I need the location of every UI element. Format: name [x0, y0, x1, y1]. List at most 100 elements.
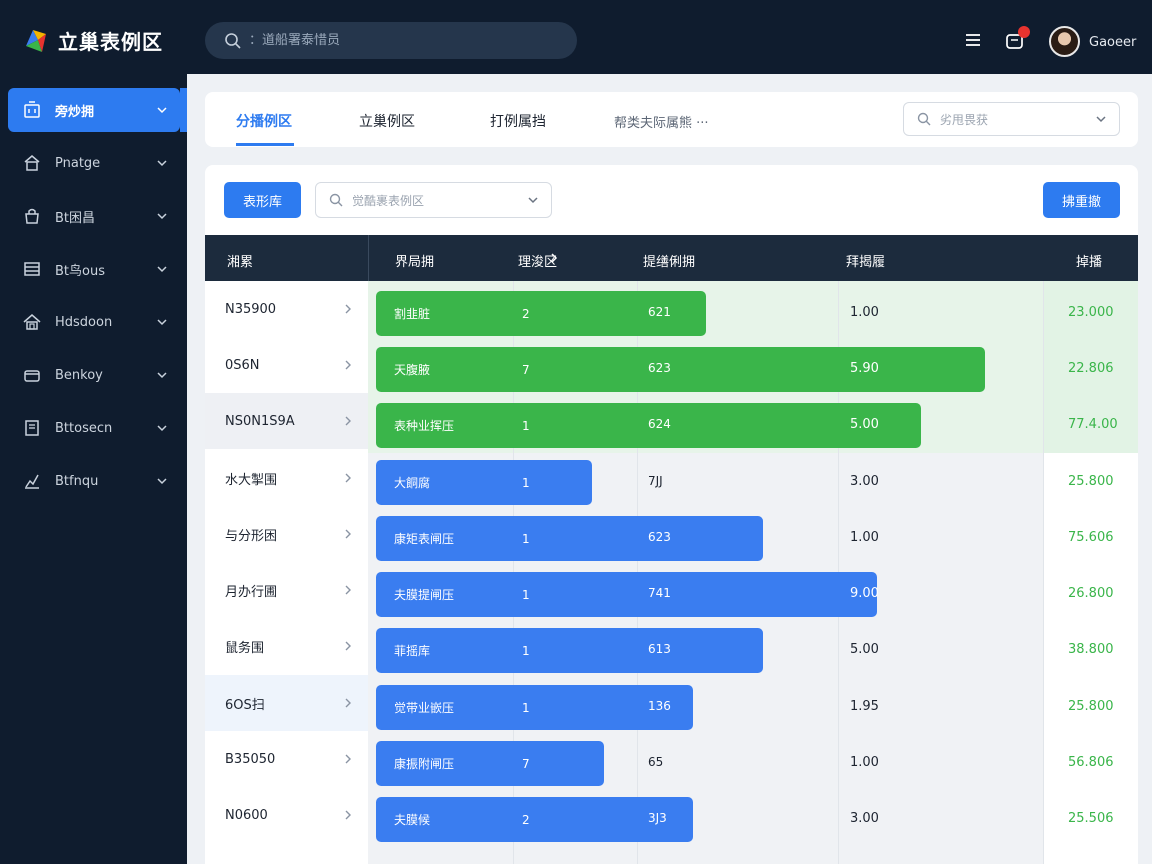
bar-label: 康矩表闸压	[394, 532, 455, 546]
chevron-down-icon	[157, 319, 167, 326]
table-row[interactable]: B35050	[205, 731, 368, 787]
primary-action-button[interactable]: 表形库	[224, 182, 301, 218]
cell-value-3: 5.00	[850, 417, 879, 432]
avatar[interactable]	[1049, 26, 1080, 57]
row-name: 0S6N	[225, 357, 260, 373]
chevron-right-icon	[345, 698, 351, 708]
row-progress-bar: 割韭脏 2	[376, 291, 706, 336]
building-icon	[24, 101, 40, 118]
cell-score: 77.4.00	[1068, 417, 1118, 432]
sidebar-item-label: Bt困昌	[55, 210, 96, 226]
cell-score: 75.606	[1068, 530, 1114, 545]
chevron-down-icon	[157, 213, 167, 220]
table-row[interactable]: N0600	[205, 787, 368, 843]
notification-button[interactable]	[1002, 26, 1030, 54]
sidebar-item-label: Btfnqu	[55, 473, 99, 489]
bar-label: 康振附闸压	[394, 757, 455, 771]
chevron-right-icon	[345, 360, 351, 370]
cell-value-3: 1.00	[850, 530, 879, 545]
header-col-1[interactable]: 湘累	[227, 255, 254, 270]
chevron-down-icon	[157, 478, 167, 485]
table-row[interactable]: 0S6N	[205, 337, 368, 393]
chevron-down-icon	[157, 425, 167, 432]
logo-icon	[26, 30, 46, 52]
cell-value-3: 3.00	[850, 474, 879, 489]
username[interactable]: Gaoeer	[1089, 35, 1137, 50]
row-name: 月办行圃	[225, 584, 278, 600]
sidebar-item-3[interactable]: Bt困昌	[8, 194, 180, 238]
table-search-placeholder: 觉酷裹表例区	[352, 193, 425, 208]
sidebar-item-7[interactable]: Bttosecn	[8, 406, 180, 450]
search-icon	[917, 112, 931, 126]
bar-value-1: 1	[522, 643, 530, 658]
sidebar-item-5[interactable]: Hdsdoon	[8, 300, 180, 344]
bar-value-1: 2	[522, 306, 530, 321]
bar-value-1: 7	[522, 362, 530, 377]
bar-label: 夫膜候	[394, 813, 431, 827]
row-name: N0600	[225, 807, 268, 823]
bar-value-1: 7	[522, 756, 530, 771]
top-bar: 立巢表例区 Gaoeer	[0, 0, 1152, 74]
cell-value-2: 623	[648, 361, 671, 375]
row-progress-bar: 觉带业嵌压 1	[376, 685, 693, 730]
global-search[interactable]	[205, 22, 577, 59]
document-icon	[25, 420, 39, 436]
cell-value-3: 1.00	[850, 305, 879, 320]
global-search-input[interactable]	[249, 33, 549, 48]
tab-1[interactable]: 分播例区	[236, 114, 292, 130]
bar-value-1: 1	[522, 475, 530, 490]
bar-label: 觉带业嵌压	[394, 701, 455, 715]
chevron-right-icon	[345, 529, 351, 539]
chevron-right-icon	[345, 810, 351, 820]
cell-value-2: 623	[648, 530, 671, 544]
sidebar-item-4[interactable]: Bt鸟ous	[8, 247, 180, 291]
cell-value-2: 136	[648, 699, 671, 713]
cell-value-2: 613	[648, 642, 671, 656]
row-progress-bar: 表种业挥压 1	[376, 403, 921, 448]
sidebar-item-2[interactable]: Pnatge	[8, 141, 180, 185]
header-col-2[interactable]: 界局拥	[395, 255, 435, 270]
chevron-down-icon	[157, 372, 167, 379]
chevron-down-icon	[157, 107, 167, 114]
cell-value-2: 3J3	[648, 811, 667, 825]
table-icon	[24, 262, 40, 276]
row-progress-bar: 夫膜候 2	[376, 797, 693, 842]
table-search[interactable]: 觉酷裹表例区	[315, 182, 552, 218]
cell-value-2: 621	[648, 305, 671, 319]
chevron-right-icon	[345, 585, 351, 595]
sidebar-item-8[interactable]: Btfnqu	[8, 459, 180, 503]
table-row[interactable]: N35900	[205, 281, 368, 337]
sidebar-item-6[interactable]: Benkoy	[8, 353, 180, 397]
search-icon	[225, 32, 241, 49]
cell-score: 26.800	[1068, 586, 1114, 601]
menu-icon[interactable]	[962, 30, 984, 50]
header-divider	[368, 235, 369, 281]
header-col-6[interactable]: 掉播	[1076, 255, 1103, 270]
tab-2[interactable]: 立巢例区	[359, 114, 415, 130]
tab-3[interactable]: 打例属挡	[490, 114, 546, 130]
table-header: 湘累 界局拥 理浚区 提缮俐拥 拜揭履 掉播	[205, 235, 1138, 281]
row-name: 水大掣围	[225, 472, 278, 488]
table-row[interactable]: NS0N1S9A	[205, 393, 368, 449]
header-col-4[interactable]: 提缮俐拥	[643, 255, 696, 270]
table-row[interactable]: 鼠务围	[205, 618, 368, 674]
table-row[interactable]: 月办行圃	[205, 562, 368, 618]
score-column-highlight	[1043, 281, 1138, 453]
table-row[interactable]: 6OS扫	[205, 675, 368, 731]
cell-score: 56.806	[1068, 755, 1114, 770]
header-col-3[interactable]: 理浚区	[518, 255, 558, 270]
row-progress-bar: 康矩表闸压 1	[376, 516, 763, 561]
bar-label: 大餇腐	[394, 476, 431, 490]
row-progress-bar: 大餇腐 1	[376, 460, 592, 505]
header-col-5[interactable]: 拜揭履	[846, 255, 886, 270]
table-row[interactable]: 水大掣围	[205, 450, 368, 506]
sidebar-item-1[interactable]: 旁炒拥	[8, 88, 180, 132]
cell-score: 25.506	[1068, 811, 1114, 826]
cell-value-3: 1.95	[850, 699, 879, 714]
cell-score: 25.800	[1068, 474, 1114, 489]
filter-select[interactable]: 劣甩畏获	[903, 102, 1120, 136]
secondary-action-button[interactable]: 拂重撤	[1043, 182, 1120, 218]
cell-value-2: 65	[648, 755, 664, 769]
table-row[interactable]: 与分形困	[205, 506, 368, 562]
tab-more[interactable]: 帮类夫际属熊 ···	[614, 116, 709, 131]
